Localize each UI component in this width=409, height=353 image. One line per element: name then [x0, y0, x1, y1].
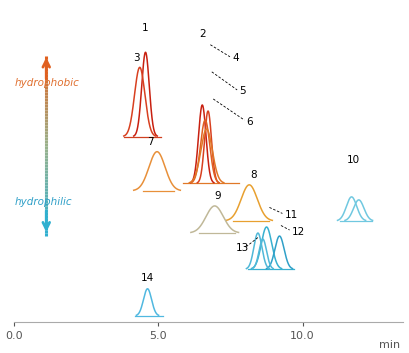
Text: 6: 6 — [246, 116, 253, 127]
Text: 3: 3 — [133, 53, 139, 63]
Text: 5: 5 — [239, 86, 246, 96]
Text: 12: 12 — [292, 227, 305, 237]
Text: 10: 10 — [347, 155, 360, 165]
Text: 9: 9 — [214, 191, 221, 202]
Text: 1: 1 — [142, 23, 149, 33]
Text: 4: 4 — [232, 53, 238, 63]
Text: 2: 2 — [199, 29, 206, 39]
Text: hydrophilic: hydrophilic — [14, 197, 72, 207]
Text: min: min — [380, 340, 400, 350]
Text: 14: 14 — [141, 273, 154, 283]
Text: 7: 7 — [147, 137, 154, 147]
Text: 8: 8 — [250, 170, 257, 180]
Text: hydrophobic: hydrophobic — [14, 78, 79, 88]
Text: 13: 13 — [236, 243, 249, 253]
Text: 11: 11 — [285, 210, 298, 220]
